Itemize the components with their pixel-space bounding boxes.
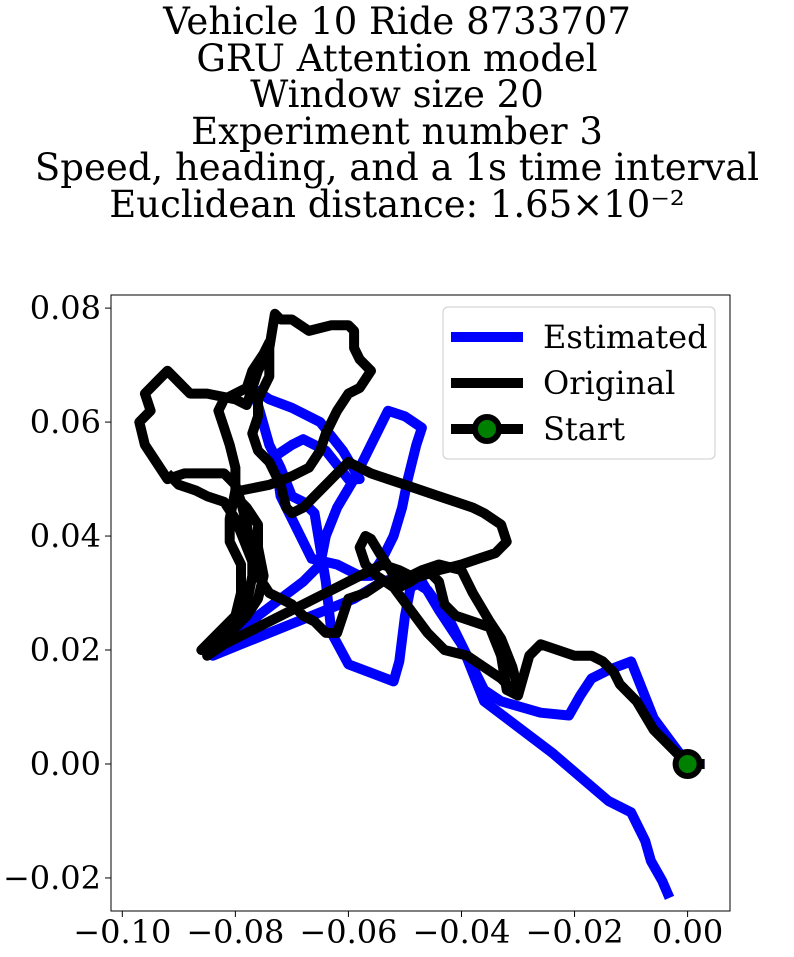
- x-tick-label: −0.04: [412, 913, 510, 951]
- y-tick-label: 0.06: [30, 403, 101, 441]
- plot-lines: [134, 308, 705, 900]
- y-tick-label: 0.00: [30, 745, 101, 783]
- x-tick-label: −0.10: [73, 913, 171, 951]
- title-line-3: Window size 20: [250, 73, 544, 116]
- title-line-2: GRU Attention model: [196, 36, 598, 80]
- series-estimated-line: [207, 382, 705, 900]
- title-line-6: Euclidean distance: 1.65×10⁻²: [109, 182, 685, 226]
- legend-estimated-label: Estimated: [543, 318, 708, 356]
- y-tick-label: 0.04: [30, 517, 101, 555]
- x-tick-label: −0.08: [186, 913, 284, 951]
- title-line-1: Vehicle 10 Ride 8733707: [163, 0, 631, 43]
- legend-start-marker: [472, 414, 502, 444]
- legend-start-label: Start: [543, 410, 625, 448]
- chart-title: Vehicle 10 Ride 8733707 GRU Attention mo…: [0, 0, 794, 226]
- x-tick-label: −0.02: [526, 913, 624, 951]
- series-start-marker: [672, 748, 703, 779]
- legend: Estimated Original Start: [442, 306, 716, 460]
- y-tick-label: 0.02: [30, 631, 101, 669]
- title-line-5: Speed, heading, and a 1s time interval: [34, 146, 760, 189]
- x-tick-label: 0.00: [652, 913, 723, 951]
- x-tick-label: −0.06: [299, 913, 397, 951]
- y-tick-label: 0.08: [30, 289, 101, 327]
- y-tick-label: −0.02: [3, 859, 101, 897]
- series-original-line: [134, 308, 705, 769]
- plot-frame: [110, 294, 731, 912]
- axis-ticks: −0.10 −0.08 −0.06 −0.04 −0.02 0.00 −0.02 0.00 0.…: [3, 289, 723, 951]
- legend-box: [442, 306, 716, 460]
- legend-original-label: Original: [543, 364, 675, 402]
- title-line-4: Experiment number 3: [191, 109, 603, 153]
